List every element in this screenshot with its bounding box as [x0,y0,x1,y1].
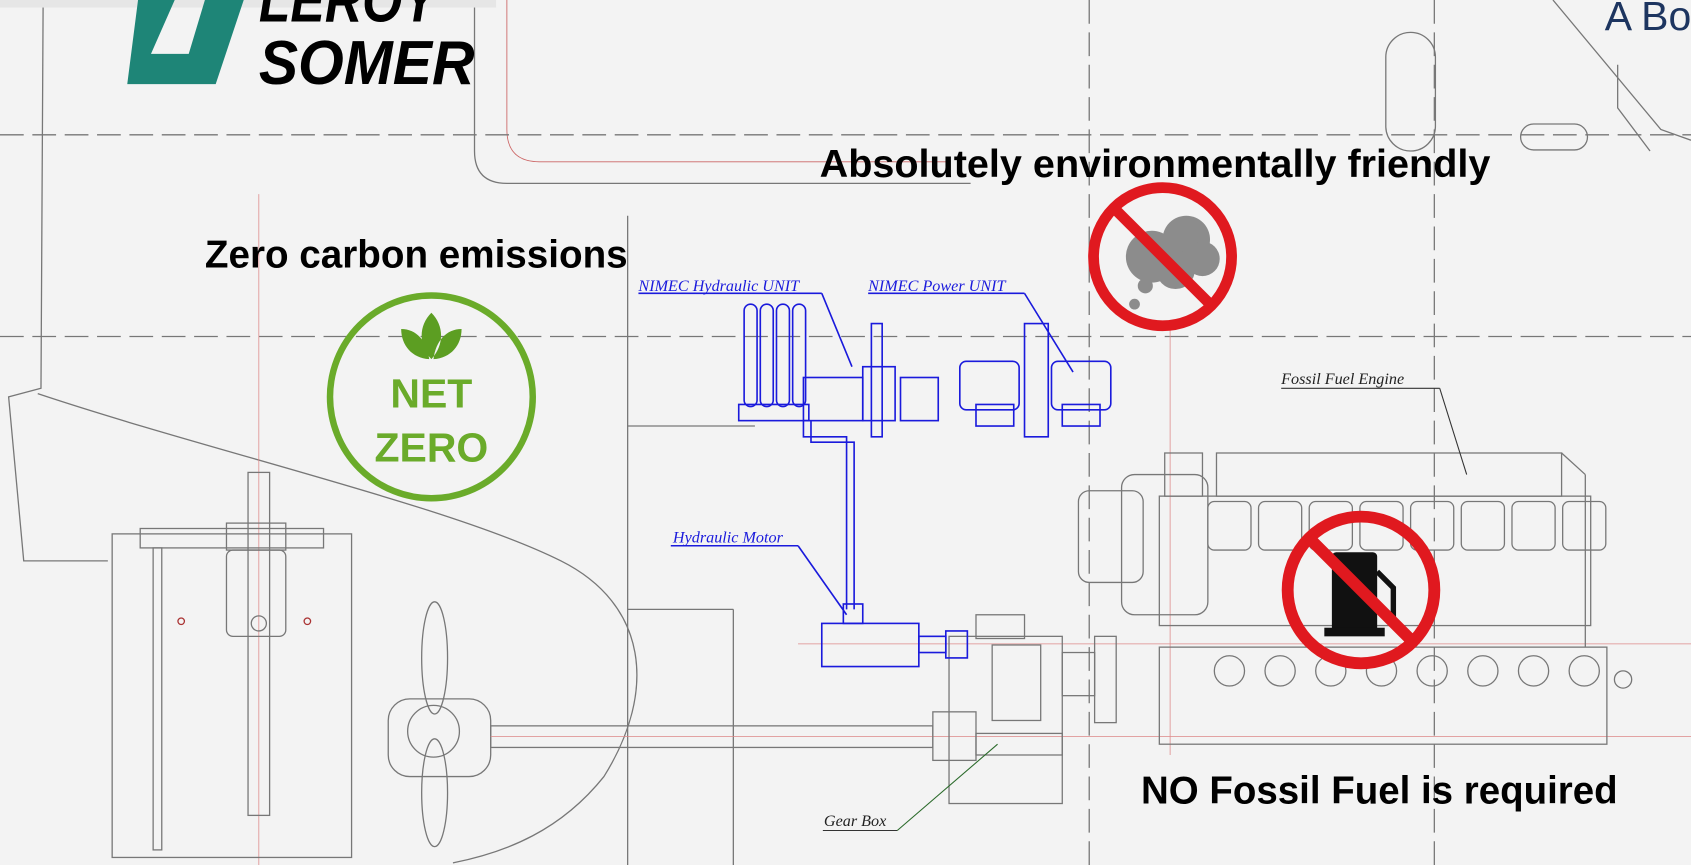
badge-text: ZERO [374,425,488,471]
headline: Absolutely environmentally friendly [820,143,1491,186]
component-label: NIMEC Power UNIT [867,278,1006,295]
pump [1324,628,1384,637]
component-label: Fossil Fuel Engine [1280,371,1404,388]
badge-text: NET [390,371,472,417]
headline: NO Fossil Fuel is required [1141,770,1618,813]
component-label: Gear Box [824,813,887,830]
cloud-part [1129,299,1140,310]
component-label: NIMEC Hydraulic UNIT [637,278,800,295]
background [0,0,1691,865]
slide: LEROY SOMER A Bo Absolutely environmenta… [0,0,1691,865]
headline: Zero carbon emissions [205,233,628,276]
logo-text: SOMER [259,28,475,98]
page: {"logo": {"line1": "LEROY", "line2": "SO… [0,0,1691,865]
corner-text: A Bo [1605,0,1691,39]
component-label: Hydraulic Motor [672,530,784,547]
cloud-part [1138,278,1153,293]
no-emission-sign [1094,188,1232,326]
